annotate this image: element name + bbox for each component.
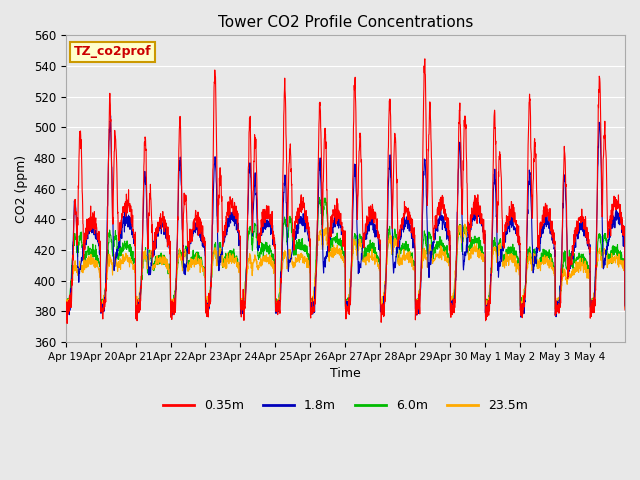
- Title: Tower CO2 Profile Concentrations: Tower CO2 Profile Concentrations: [218, 15, 473, 30]
- Text: TZ_co2prof: TZ_co2prof: [74, 45, 152, 58]
- Y-axis label: CO2 (ppm): CO2 (ppm): [15, 155, 28, 223]
- X-axis label: Time: Time: [330, 367, 361, 380]
- Legend: 0.35m, 1.8m, 6.0m, 23.5m: 0.35m, 1.8m, 6.0m, 23.5m: [158, 394, 533, 417]
